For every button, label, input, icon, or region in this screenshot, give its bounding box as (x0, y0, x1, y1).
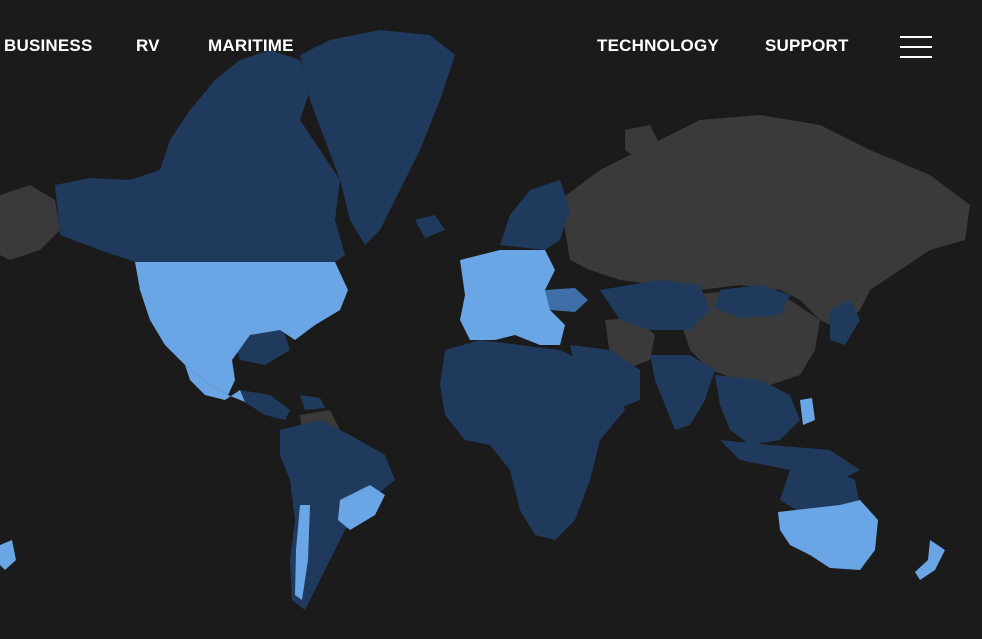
china-region (680, 290, 820, 385)
menu-line-middle (900, 46, 932, 48)
medium-coverage-regions (545, 288, 588, 312)
nav-rv-link[interactable]: RV (136, 36, 160, 55)
scandinavia-region (500, 180, 570, 250)
chile-region (295, 505, 310, 600)
hamburger-menu-icon[interactable] (898, 34, 934, 60)
iceland-region (415, 215, 445, 238)
alaska-region (0, 185, 60, 260)
nav-technology-link[interactable]: TECHNOLOGY (597, 36, 719, 55)
south-america-region (280, 420, 395, 610)
central-asia-region (600, 280, 710, 330)
russia-region (560, 115, 970, 330)
usa-region (135, 262, 348, 395)
central-america-region (240, 390, 290, 420)
new-zealand-region (915, 540, 945, 580)
menu-line-bottom (900, 56, 932, 58)
middle-east-region (570, 345, 640, 410)
australia-region (778, 500, 878, 570)
greenland-region (300, 30, 455, 245)
ukraine-region (545, 288, 588, 312)
caribbean-region (300, 395, 325, 410)
northern-australia-region (780, 470, 860, 512)
japan-region (830, 300, 860, 345)
nav-support-link[interactable]: SUPPORT (765, 36, 849, 55)
africa-region (440, 340, 625, 540)
no-coverage-regions (0, 115, 970, 440)
full-coverage-regions (0, 250, 945, 600)
philippines-region (800, 398, 815, 425)
antarctic-peninsula-region (0, 540, 16, 570)
southern-brazil-region (338, 485, 385, 530)
mongolia-region (715, 285, 790, 318)
europe-region (460, 250, 565, 345)
india-region (650, 355, 715, 430)
southeast-asia-region (715, 375, 800, 445)
nav-maritime-link[interactable]: MARITIME (208, 36, 294, 55)
nav-business-link[interactable]: BUSINESS (4, 36, 93, 55)
canada-region (55, 50, 345, 262)
mexico-region (185, 365, 245, 402)
partial-coverage-regions (55, 30, 860, 610)
menu-line-top (900, 36, 932, 38)
arctic-island-region (625, 125, 660, 160)
